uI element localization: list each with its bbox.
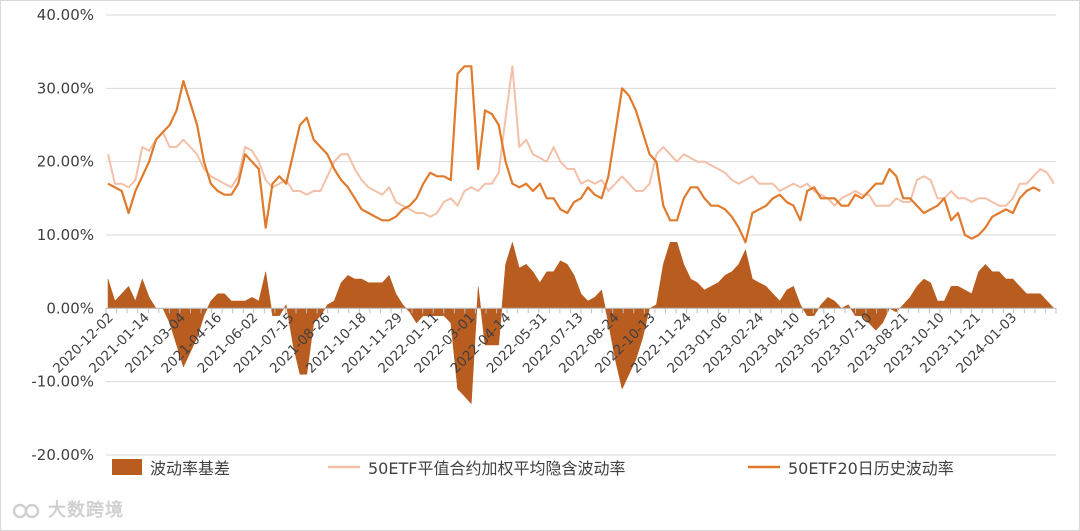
y-axis-ticks: 40.00% 30.00% 20.00% 10.00% 0.00% -10.00% -20.… xyxy=(31,6,94,464)
basis-area xyxy=(107,241,1055,405)
line-series xyxy=(107,65,1055,244)
y-tick-label: 30.00% xyxy=(37,79,94,97)
y-tick-label: 40.00% xyxy=(37,6,94,24)
historical-vol-line xyxy=(107,65,1041,244)
legend-label-historical: 50ETF20日历史波动率 xyxy=(788,459,954,478)
y-tick-label: 20.00% xyxy=(37,153,94,171)
legend: 波动率基差 50ETF平值合约加权平均隐含波动率 50ETF20日历史波动率 xyxy=(112,459,954,478)
legend-label-basis: 波动率基差 xyxy=(150,459,230,478)
legend-swatch-basis xyxy=(112,459,142,475)
grid-lines xyxy=(106,14,1056,456)
watermark-logo-icon xyxy=(12,503,40,519)
y-tick-label: 0.00% xyxy=(46,299,94,317)
legend-label-implied: 50ETF平值合约加权平均隐含波动率 xyxy=(368,459,625,478)
y-tick-label: -20.00% xyxy=(31,446,94,464)
basis-area-series xyxy=(107,241,1055,405)
watermark-text: 大数跨境 xyxy=(48,500,124,521)
watermark: 大数跨境 xyxy=(12,496,124,522)
y-tick-label: 10.00% xyxy=(37,226,94,244)
implied-vol-line xyxy=(107,65,1055,218)
y-tick-label: -10.00% xyxy=(31,373,94,391)
x-axis xyxy=(105,307,1057,314)
